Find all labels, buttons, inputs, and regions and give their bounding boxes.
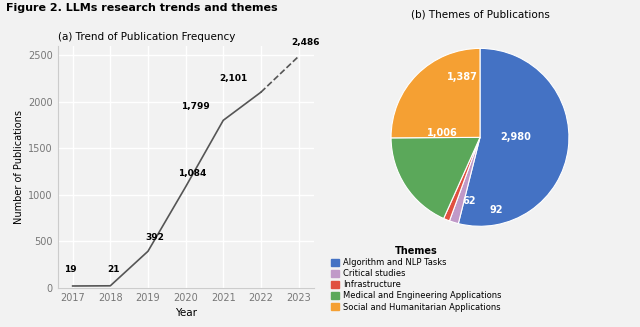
Y-axis label: Number of Publications: Number of Publications	[14, 110, 24, 224]
Text: 62: 62	[463, 197, 476, 206]
Text: 19: 19	[63, 265, 76, 274]
Wedge shape	[391, 48, 480, 138]
Text: 21: 21	[107, 265, 119, 274]
Wedge shape	[449, 137, 480, 224]
Title: (b) Themes of Publications: (b) Themes of Publications	[411, 10, 549, 20]
Text: 1,799: 1,799	[181, 102, 210, 111]
Text: 2,486: 2,486	[291, 38, 320, 47]
Text: Figure 2. LLMs research trends and themes: Figure 2. LLMs research trends and theme…	[6, 3, 278, 13]
Text: 392: 392	[145, 233, 164, 242]
Wedge shape	[444, 137, 480, 221]
Legend: Algorithm and NLP Tasks, Critical studies, Infrastructure, Medical and Engineeri: Algorithm and NLP Tasks, Critical studie…	[331, 246, 502, 312]
Text: 92: 92	[489, 205, 503, 215]
Text: 1,006: 1,006	[428, 128, 458, 138]
Text: 2,980: 2,980	[500, 132, 531, 142]
Text: 1,084: 1,084	[179, 169, 207, 178]
Text: 1,387: 1,387	[447, 72, 477, 82]
Wedge shape	[458, 48, 569, 226]
X-axis label: Year: Year	[175, 308, 196, 318]
Text: (a) Trend of Publication Frequency: (a) Trend of Publication Frequency	[58, 32, 235, 42]
Wedge shape	[391, 137, 480, 218]
Text: 2,101: 2,101	[219, 74, 247, 83]
